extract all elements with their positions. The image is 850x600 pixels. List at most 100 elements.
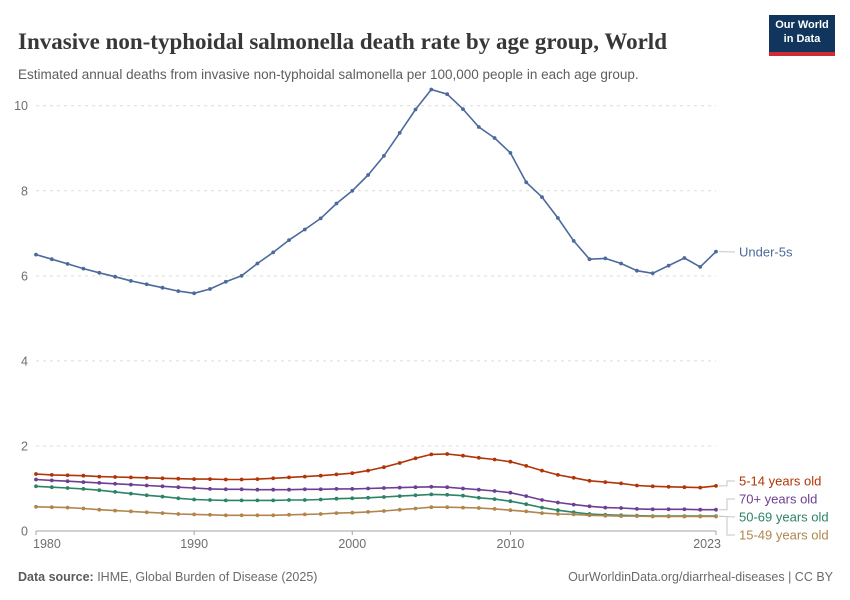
data-point-70-years-old-2000[interactable] — [350, 487, 355, 491]
data-point-15-49-years-old-2011[interactable] — [524, 509, 529, 514]
data-point-50-69-years-old-2002[interactable] — [382, 495, 386, 499]
data-point-50-69-years-old-1982[interactable] — [65, 486, 70, 490]
data-point-15-49-years-old-2005[interactable] — [429, 505, 434, 510]
data-point-5-14-years-old-2002[interactable] — [382, 465, 386, 470]
data-point-70-years-old-2006[interactable] — [445, 485, 450, 490]
data-point-5-14-years-old-1987[interactable] — [144, 475, 149, 480]
data-point-under-5s-1987[interactable] — [144, 282, 149, 287]
data-point-50-69-years-old-1983[interactable] — [81, 487, 86, 491]
data-point-50-69-years-old-1989[interactable] — [176, 496, 181, 501]
data-point-50-69-years-old-1984[interactable] — [97, 488, 102, 493]
data-point-under-5s-1992[interactable] — [223, 279, 228, 284]
data-point-15-49-years-old-1982[interactable] — [65, 505, 70, 510]
data-point-under-5s-1995[interactable] — [271, 250, 276, 255]
data-point-50-69-years-old-2005[interactable] — [429, 492, 434, 497]
data-point-50-69-years-old-2003[interactable] — [397, 494, 402, 498]
data-point-5-14-years-old-1983[interactable] — [81, 473, 86, 478]
data-point-15-49-years-old-2018[interactable] — [635, 514, 639, 518]
data-point-5-14-years-old-1985[interactable] — [113, 475, 117, 479]
data-point-15-49-years-old-1980[interactable] — [34, 504, 38, 509]
data-point-70-years-old-2012[interactable] — [540, 498, 544, 502]
data-point-under-5s-1988[interactable] — [160, 285, 165, 290]
data-point-15-49-years-old-1996[interactable] — [287, 512, 291, 517]
data-point-15-49-years-old-1993[interactable] — [239, 513, 244, 518]
data-point-70-years-old-1981[interactable] — [49, 478, 54, 483]
data-point-50-69-years-old-1985[interactable] — [113, 490, 117, 494]
data-point-70-years-old-1986[interactable] — [129, 482, 133, 487]
data-point-5-14-years-old-1989[interactable] — [176, 476, 181, 481]
data-point-under-5s-1997[interactable] — [302, 227, 307, 232]
data-point-5-14-years-old-2022[interactable] — [698, 485, 703, 490]
data-point-70-years-old-1999[interactable] — [334, 487, 339, 491]
data-point-under-5s-1996[interactable] — [287, 238, 291, 243]
series-label-15-49-years-old[interactable]: 15-49 years old — [739, 528, 829, 543]
data-point-5-14-years-old-1998[interactable] — [318, 473, 323, 478]
data-point-5-14-years-old-1997[interactable] — [302, 474, 307, 479]
data-point-70-years-old-2001[interactable] — [366, 486, 370, 491]
data-point-50-69-years-old-2004[interactable] — [413, 493, 418, 498]
data-point-5-14-years-old-2011[interactable] — [524, 464, 529, 468]
data-point-15-49-years-old-2003[interactable] — [397, 507, 402, 512]
data-point-70-years-old-1994[interactable] — [255, 487, 260, 492]
data-point-50-69-years-old-1986[interactable] — [129, 491, 133, 496]
data-point-5-14-years-old-2013[interactable] — [556, 473, 560, 477]
data-point-5-14-years-old-2009[interactable] — [492, 457, 497, 462]
data-point-15-49-years-old-2001[interactable] — [366, 510, 370, 514]
data-point-50-69-years-old-2008[interactable] — [476, 495, 481, 500]
data-point-15-49-years-old-1984[interactable] — [97, 507, 102, 512]
data-point-under-5s-2009[interactable] — [492, 136, 497, 140]
data-point-5-14-years-old-2003[interactable] — [397, 461, 402, 465]
data-point-15-49-years-old-1990[interactable] — [192, 512, 197, 517]
data-point-5-14-years-old-1991[interactable] — [208, 477, 212, 481]
data-point-50-69-years-old-2012[interactable] — [540, 505, 544, 510]
data-point-under-5s-2000[interactable] — [350, 188, 355, 193]
data-point-5-14-years-old-2010[interactable] — [508, 459, 513, 464]
data-point-under-5s-1982[interactable] — [65, 262, 70, 266]
data-point-under-5s-2002[interactable] — [382, 154, 386, 158]
data-point-15-49-years-old-1994[interactable] — [255, 513, 260, 518]
data-point-5-14-years-old-2000[interactable] — [350, 471, 355, 476]
data-point-70-years-old-2016[interactable] — [603, 505, 608, 510]
series-label-under-5s[interactable]: Under-5s — [739, 245, 793, 260]
data-point-5-14-years-old-2023[interactable] — [714, 484, 718, 488]
data-point-under-5s-2005[interactable] — [429, 87, 434, 92]
data-point-5-14-years-old-1988[interactable] — [160, 476, 165, 481]
data-point-under-5s-2016[interactable] — [603, 256, 608, 261]
data-point-under-5s-1994[interactable] — [255, 261, 260, 266]
data-point-15-49-years-old-2002[interactable] — [382, 509, 386, 513]
data-point-50-69-years-old-1992[interactable] — [223, 498, 228, 503]
data-point-under-5s-2018[interactable] — [635, 268, 639, 273]
data-point-50-69-years-old-1999[interactable] — [334, 496, 339, 501]
data-point-70-years-old-2002[interactable] — [382, 486, 386, 490]
data-point-70-years-old-2005[interactable] — [429, 484, 434, 489]
data-point-under-5s-2003[interactable] — [397, 131, 402, 135]
data-point-15-49-years-old-1991[interactable] — [208, 512, 212, 517]
data-point-15-49-years-old-1987[interactable] — [144, 510, 149, 515]
data-point-15-49-years-old-2000[interactable] — [350, 510, 355, 515]
data-point-50-69-years-old-1997[interactable] — [302, 498, 307, 502]
data-point-under-5s-2001[interactable] — [366, 173, 370, 177]
data-point-5-14-years-old-1995[interactable] — [271, 476, 276, 481]
data-point-50-69-years-old-1990[interactable] — [192, 497, 197, 502]
data-point-50-69-years-old-2013[interactable] — [556, 508, 560, 513]
data-point-50-69-years-old-2011[interactable] — [524, 502, 529, 507]
data-point-15-49-years-old-1988[interactable] — [160, 511, 165, 515]
data-point-5-14-years-old-2007[interactable] — [461, 453, 465, 458]
data-point-5-14-years-old-1994[interactable] — [255, 477, 260, 481]
data-point-70-years-old-1983[interactable] — [81, 480, 86, 484]
data-point-50-69-years-old-2000[interactable] — [350, 496, 355, 501]
data-point-15-49-years-old-2019[interactable] — [650, 514, 655, 519]
data-point-15-49-years-old-2023[interactable] — [714, 514, 718, 519]
data-point-15-49-years-old-2009[interactable] — [492, 507, 497, 511]
data-point-5-14-years-old-1992[interactable] — [223, 477, 228, 482]
data-point-70-years-old-2014[interactable] — [571, 502, 576, 507]
data-point-under-5s-2014[interactable] — [571, 239, 576, 243]
data-point-70-years-old-2020[interactable] — [666, 507, 671, 512]
data-point-70-years-old-2011[interactable] — [524, 494, 529, 498]
data-point-50-69-years-old-1991[interactable] — [208, 498, 212, 502]
data-point-15-49-years-old-2010[interactable] — [508, 508, 513, 513]
data-point-70-years-old-1982[interactable] — [65, 479, 70, 484]
data-point-under-5s-2015[interactable] — [587, 257, 592, 262]
data-point-under-5s-1998[interactable] — [318, 216, 323, 221]
series-label-5-14-years-old[interactable]: 5-14 years old — [739, 474, 821, 489]
